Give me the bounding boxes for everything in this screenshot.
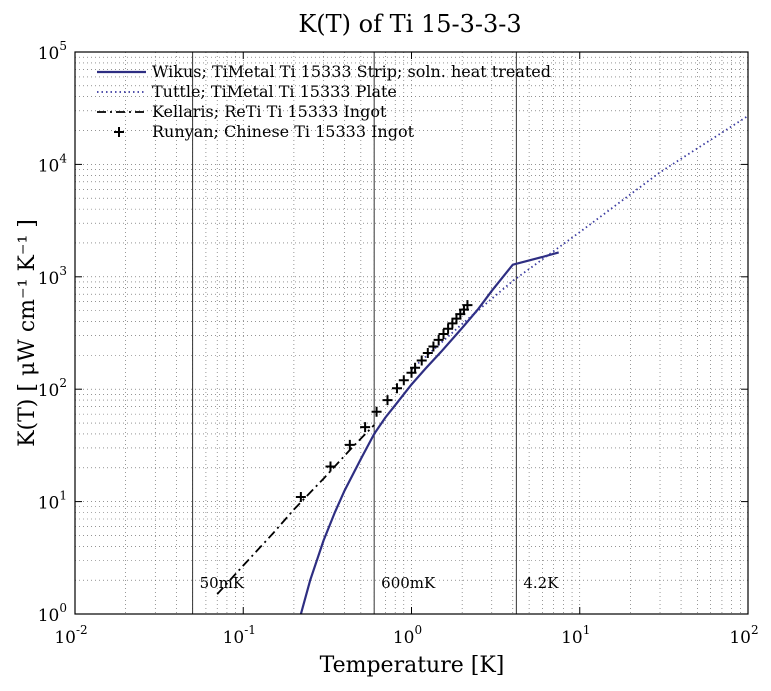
legend: Wikus; TiMetal Ti 15333 Strip; soln. hea… xyxy=(97,62,551,141)
tuttle-series-line xyxy=(410,115,748,371)
runyan-data-point xyxy=(371,406,382,417)
runyan-data-point xyxy=(462,300,473,311)
runyan-data-point xyxy=(410,362,421,373)
x-tick-label: 10-2 xyxy=(54,623,87,648)
chart-title: K(T) of Ti 15-3-3-3 xyxy=(298,10,521,38)
runyan-data-point xyxy=(428,341,439,352)
axis-ticks: 10-2 10-1 100 101 102 100 101 102 103 104 105 xyxy=(38,39,759,648)
legend-marker-plus xyxy=(114,127,124,137)
reference-line-label: 50mK xyxy=(200,574,245,592)
x-axis-label: Temperature [K] xyxy=(320,653,505,678)
reference-lines: 50mK 600mK 4.2K xyxy=(192,52,559,614)
y-tick-label: 103 xyxy=(38,264,67,289)
runyan-data-point xyxy=(325,461,336,472)
runyan-data-point xyxy=(443,323,454,334)
runyan-data-point xyxy=(391,383,402,394)
wikus-series-line xyxy=(299,251,559,614)
series-layer xyxy=(216,115,748,614)
runyan-data-point xyxy=(398,375,409,386)
runyan-data-point xyxy=(438,328,449,339)
legend-entry-label: Kellaris; ReTi Ti 15333 Ingot xyxy=(152,102,387,121)
runyan-data-point xyxy=(422,347,433,358)
reference-line-label: 600mK xyxy=(381,574,436,592)
runyan-data-point xyxy=(382,395,393,406)
grid-lines xyxy=(75,52,748,614)
x-tick-label: 10-1 xyxy=(223,623,256,648)
runyan-data-point xyxy=(344,439,355,450)
legend-entry-label: Runyan; Chinese Ti 15333 Ingot xyxy=(152,122,415,141)
y-tick-label: 104 xyxy=(38,151,68,176)
y-axis-label: K(T) [ μW cm⁻¹ K⁻¹ ] xyxy=(15,219,40,447)
x-tick-label: 101 xyxy=(561,623,590,648)
x-tick-label: 100 xyxy=(393,623,422,648)
y-tick-label: 101 xyxy=(38,489,67,514)
runyan-data-point xyxy=(433,334,444,345)
legend-entry-label: Tuttle; TiMetal Ti 15333 Plate xyxy=(152,82,397,101)
y-tick-label: 105 xyxy=(38,39,67,64)
y-tick-label: 100 xyxy=(38,601,67,626)
x-tick-label: 102 xyxy=(729,623,758,648)
y-tick-label: 102 xyxy=(38,376,67,401)
kellaris-series-line xyxy=(216,424,375,595)
reference-line-label: 4.2K xyxy=(523,574,559,592)
runyan-data-point xyxy=(295,491,306,502)
runyan-data-point xyxy=(360,422,371,433)
legend-entry-label: Wikus; TiMetal Ti 15333 Strip; soln. hea… xyxy=(152,62,551,81)
runyan-data-point xyxy=(416,355,427,366)
